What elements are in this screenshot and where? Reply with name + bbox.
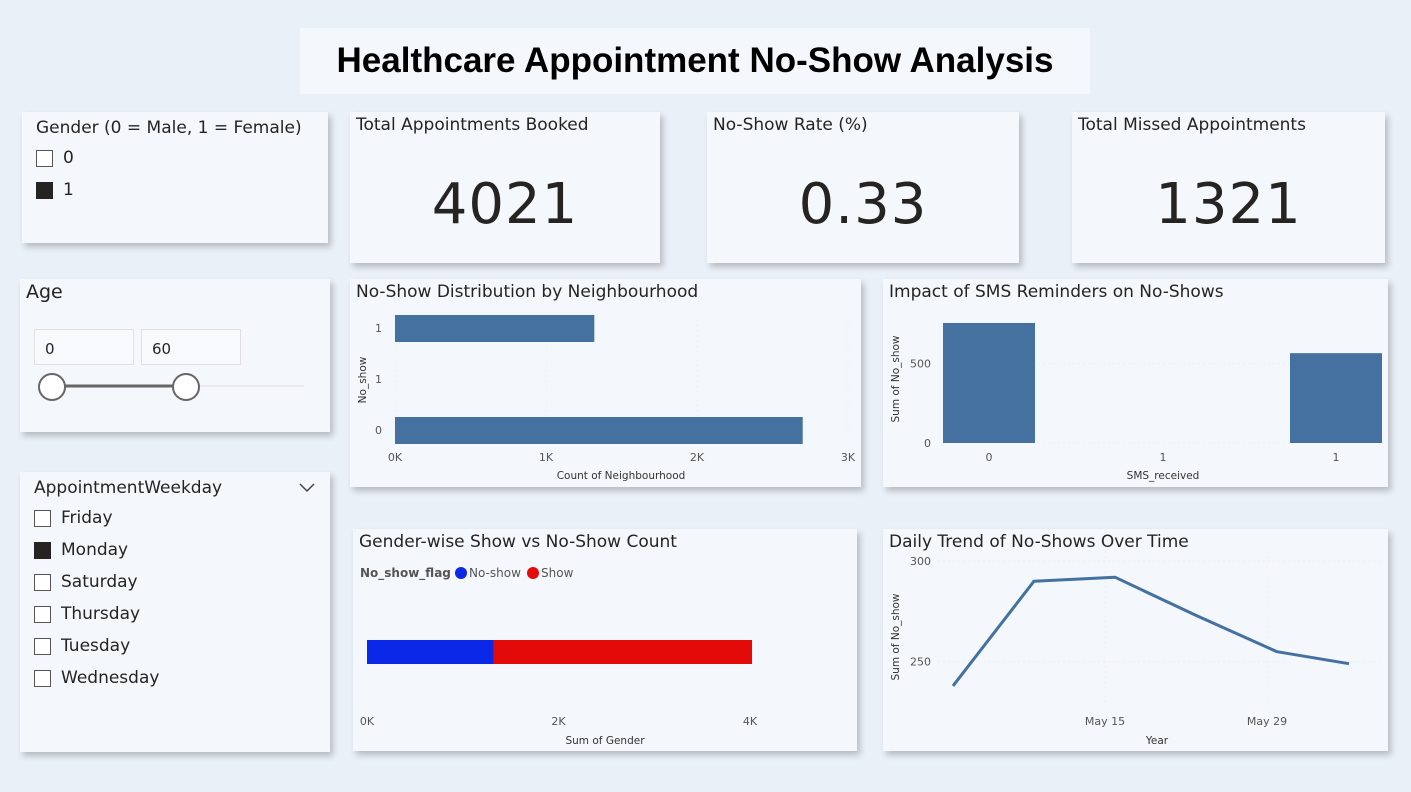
y-tick-label: 1 bbox=[375, 373, 382, 386]
y-tick-label: 0 bbox=[924, 437, 931, 450]
kpi-label: Total Appointments Booked bbox=[356, 115, 589, 135]
bar bbox=[395, 315, 595, 342]
kpi-card-total-missed: Total Missed Appointments 1321 bbox=[1072, 112, 1385, 263]
age-max-input[interactable]: 60 bbox=[141, 329, 241, 365]
x-tick-label: 0K bbox=[360, 715, 375, 728]
chart-title: Gender-wise Show vs No-Show Count bbox=[359, 532, 677, 552]
weekday-slicer-title: AppointmentWeekday bbox=[34, 478, 223, 498]
kpi-label: Total Missed Appointments bbox=[1078, 115, 1306, 135]
age-min-handle[interactable] bbox=[38, 373, 66, 401]
gender-option-1[interactable]: 1 bbox=[36, 180, 74, 200]
legend-label: No-show bbox=[469, 566, 521, 580]
checkbox[interactable] bbox=[34, 605, 51, 623]
x-axis-label: Sum of Gender bbox=[565, 735, 645, 747]
age-slicer: Age 0 60 bbox=[20, 279, 330, 432]
x-tick-label: 2K bbox=[551, 715, 566, 728]
sms-bar-chart: 0 500 0 1 1 SMS_received Sum of No_show bbox=[890, 322, 1383, 482]
chart-daily-trend: Daily Trend of No-Shows Over Time 250 300… bbox=[883, 529, 1388, 751]
x-tick-label: 4K bbox=[743, 715, 758, 728]
checkbox[interactable] bbox=[36, 149, 53, 167]
x-axis-label: Count of Neighbourhood bbox=[557, 470, 686, 482]
x-tick-label: 1 bbox=[1333, 451, 1340, 464]
bar bbox=[1290, 353, 1382, 443]
chart-gender-show: Gender-wise Show vs No-Show Count No_sho… bbox=[353, 529, 857, 751]
chart-neighbourhood: No-Show Distribution by Neighbourhood 0K… bbox=[350, 279, 861, 487]
legend-title: No_show_flag bbox=[360, 566, 451, 581]
weekday-option-label: Tuesday bbox=[61, 636, 131, 656]
checkbox-checked[interactable] bbox=[36, 181, 53, 199]
x-tick-label: 1K bbox=[539, 451, 554, 464]
y-tick-label: 0 bbox=[375, 424, 382, 437]
checkbox[interactable] bbox=[34, 637, 51, 655]
weekday-option-label: Saturday bbox=[61, 572, 138, 592]
x-tick-label: 2K bbox=[690, 451, 705, 464]
age-max-handle[interactable] bbox=[172, 373, 200, 401]
kpi-label: No-Show Rate (%) bbox=[713, 115, 868, 135]
x-tick-label: May 29 bbox=[1247, 715, 1287, 728]
y-axis-label: Sum of No_show bbox=[890, 335, 902, 422]
x-tick-label: 0K bbox=[388, 451, 403, 464]
age-slicer-title: Age bbox=[26, 281, 63, 303]
daily-trend-line-chart: 250 300 May 15 May 29 Year Sum of No_show bbox=[890, 551, 1383, 747]
weekday-option-label: Friday bbox=[61, 508, 113, 528]
weekday-option-monday[interactable]: Monday bbox=[34, 540, 128, 560]
kpi-card-total-appointments: Total Appointments Booked 4021 bbox=[350, 112, 660, 263]
weekday-option-thursday[interactable]: Thursday bbox=[34, 604, 140, 624]
x-tick-label: 0 bbox=[986, 451, 993, 464]
legend-marker bbox=[527, 567, 539, 579]
checkbox[interactable] bbox=[34, 573, 51, 591]
y-tick-label: 250 bbox=[910, 656, 931, 669]
kpi-value: 4021 bbox=[431, 172, 579, 237]
x-tick-label: May 15 bbox=[1085, 715, 1125, 728]
chart-title: Impact of SMS Reminders on No-Shows bbox=[889, 282, 1224, 302]
chart-sms-impact: Impact of SMS Reminders on No-Shows 0 500… bbox=[883, 279, 1388, 487]
bar-segment bbox=[493, 640, 753, 664]
dashboard-title: Healthcare Appointment No-Show Analysis bbox=[336, 41, 1054, 80]
gender-option-label: 0 bbox=[63, 148, 74, 168]
gender-stacked-bar-chart: No_show_flag No-show Show 0K 2K 4K Sum of Gend… bbox=[360, 566, 758, 747]
weekday-option-wednesday[interactable]: Wednesday bbox=[34, 668, 159, 688]
age-min-input[interactable]: 0 bbox=[34, 329, 134, 365]
checkbox[interactable] bbox=[34, 509, 51, 527]
y-tick-label: 500 bbox=[910, 358, 931, 371]
bar-segment bbox=[367, 640, 494, 664]
chart-title: No-Show Distribution by Neighbourhood bbox=[356, 282, 699, 302]
weekday-option-saturday[interactable]: Saturday bbox=[34, 572, 138, 592]
y-axis-label: Sum of No_show bbox=[890, 593, 902, 680]
y-tick-label: 300 bbox=[910, 555, 931, 568]
gender-slicer: Gender (0 = Male, 1 = Female) 0 1 bbox=[22, 112, 328, 243]
trend-line bbox=[951, 575, 1350, 687]
kpi-value: 1321 bbox=[1155, 172, 1302, 237]
gender-slicer-title: Gender (0 = Male, 1 = Female) bbox=[36, 118, 302, 138]
x-tick-label: 1 bbox=[1160, 451, 1167, 464]
weekday-option-tuesday[interactable]: Tuesday bbox=[34, 636, 130, 656]
gender-option-0[interactable]: 0 bbox=[36, 148, 74, 168]
bar bbox=[395, 417, 803, 444]
age-range-slider[interactable] bbox=[20, 279, 330, 432]
y-axis-label: No_show bbox=[357, 356, 369, 403]
weekday-option-label: Thursday bbox=[61, 604, 141, 624]
bar bbox=[943, 322, 1035, 443]
x-tick-label: 3K bbox=[841, 451, 856, 464]
y-tick-label: 1 bbox=[375, 322, 382, 335]
checkbox[interactable] bbox=[34, 669, 51, 687]
x-axis-label: Year bbox=[1145, 735, 1169, 747]
weekday-option-label: Monday bbox=[61, 540, 129, 560]
legend-marker bbox=[455, 567, 467, 579]
weekday-slicer: AppointmentWeekday Friday Monday Saturda… bbox=[20, 472, 330, 752]
checkbox-checked[interactable] bbox=[34, 541, 51, 559]
chart-title: Daily Trend of No-Shows Over Time bbox=[889, 532, 1189, 552]
x-axis-label: SMS_received bbox=[1127, 470, 1200, 482]
legend-label: Show bbox=[541, 566, 574, 580]
gender-option-label: 1 bbox=[63, 180, 74, 200]
chevron-down-icon[interactable] bbox=[298, 482, 318, 494]
dashboard-title-banner: Healthcare Appointment No-Show Analysis bbox=[300, 28, 1090, 94]
weekday-option-label: Wednesday bbox=[61, 668, 160, 688]
weekday-option-friday[interactable]: Friday bbox=[34, 508, 113, 528]
neighbourhood-bar-chart: 0K 1K 2K 3K 1 1 0 Count of Neighbourhood No_show bbox=[357, 315, 856, 482]
kpi-value: 0.33 bbox=[798, 172, 928, 237]
kpi-card-no-show-rate: No-Show Rate (%) 0.33 bbox=[707, 112, 1019, 263]
